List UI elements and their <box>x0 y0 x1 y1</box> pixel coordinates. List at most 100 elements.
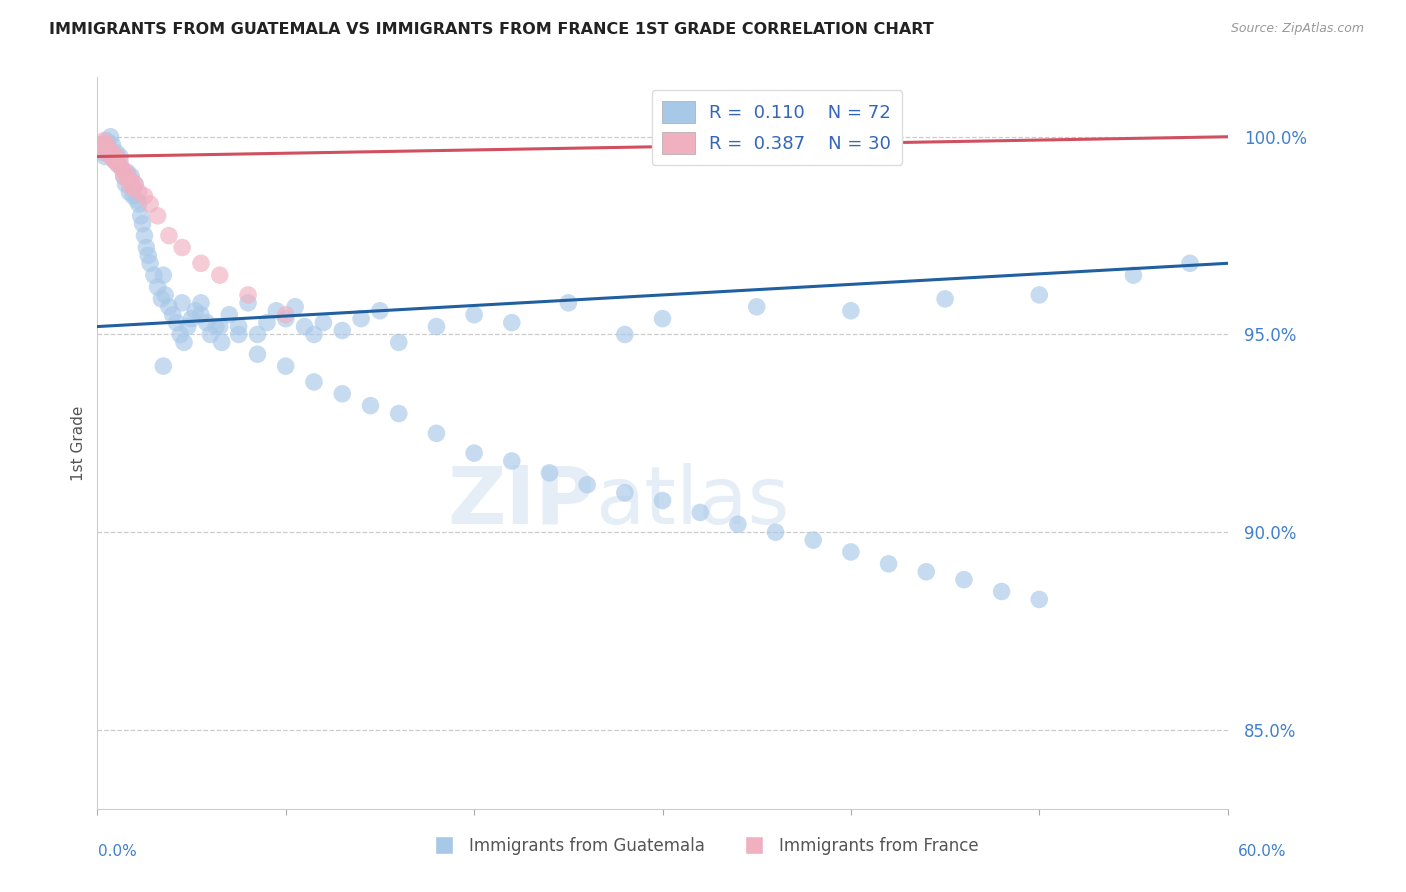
Text: 0.0%: 0.0% <box>98 845 138 859</box>
Point <box>501 316 523 330</box>
Point <box>350 311 373 326</box>
Point <box>302 375 325 389</box>
Point <box>576 477 599 491</box>
Point <box>166 316 188 330</box>
Point <box>108 153 131 168</box>
Point <box>150 292 173 306</box>
Point <box>284 300 307 314</box>
Text: 60.0%: 60.0% <box>1239 845 1286 859</box>
Point <box>195 316 218 330</box>
Point <box>107 157 129 171</box>
Point <box>105 145 128 160</box>
Point <box>111 161 134 176</box>
Point <box>153 288 176 302</box>
Point <box>103 153 125 168</box>
Point <box>142 268 165 282</box>
Point <box>953 573 976 587</box>
Point <box>877 557 900 571</box>
Point <box>152 359 174 373</box>
Point <box>100 129 122 144</box>
Point <box>97 142 120 156</box>
Point <box>89 142 111 156</box>
Point <box>990 584 1012 599</box>
Point <box>122 189 145 203</box>
Point <box>124 178 146 192</box>
Point <box>1178 256 1201 270</box>
Point <box>91 145 114 160</box>
Point <box>745 300 768 314</box>
Point <box>177 319 200 334</box>
Point <box>157 228 180 243</box>
Point <box>839 303 862 318</box>
Point <box>246 347 269 361</box>
Point <box>118 185 141 199</box>
Point <box>157 300 180 314</box>
Point <box>801 533 824 547</box>
Legend: Immigrants from Guatemala, Immigrants from France: Immigrants from Guatemala, Immigrants fr… <box>420 830 986 862</box>
Point <box>388 335 411 350</box>
Point <box>765 525 787 540</box>
Y-axis label: 1st Grade: 1st Grade <box>72 406 86 481</box>
Point <box>129 209 152 223</box>
Point <box>1028 288 1050 302</box>
Point <box>101 145 124 160</box>
Point <box>557 296 579 310</box>
Point <box>162 308 184 322</box>
Point <box>103 153 125 168</box>
Point <box>120 173 142 187</box>
Point <box>934 292 956 306</box>
Point <box>169 327 191 342</box>
Point <box>128 185 150 199</box>
Point <box>124 178 146 192</box>
Point <box>135 240 157 254</box>
Point <box>107 157 129 171</box>
Point <box>228 327 250 342</box>
Point <box>108 149 131 163</box>
Point <box>425 319 447 334</box>
Point <box>105 149 128 163</box>
Point <box>94 149 117 163</box>
Point <box>190 308 212 322</box>
Point <box>152 268 174 282</box>
Point <box>117 169 139 184</box>
Point <box>125 193 148 207</box>
Point <box>651 311 673 326</box>
Point <box>134 189 156 203</box>
Point <box>190 256 212 270</box>
Point <box>651 493 673 508</box>
Point <box>368 303 391 318</box>
Point <box>134 228 156 243</box>
Point <box>180 311 202 326</box>
Text: Source: ZipAtlas.com: Source: ZipAtlas.com <box>1230 22 1364 36</box>
Point <box>1028 592 1050 607</box>
Point <box>463 446 485 460</box>
Point <box>463 308 485 322</box>
Point <box>294 319 316 334</box>
Point <box>120 169 142 184</box>
Point <box>184 303 207 318</box>
Point <box>360 399 382 413</box>
Point <box>128 197 150 211</box>
Point <box>146 280 169 294</box>
Point <box>256 316 278 330</box>
Point <box>236 296 259 310</box>
Point <box>136 248 159 262</box>
Point <box>613 485 636 500</box>
Point <box>236 288 259 302</box>
Text: ZIP: ZIP <box>447 463 595 541</box>
Point <box>139 197 162 211</box>
Point <box>839 545 862 559</box>
Point <box>94 145 117 160</box>
Legend: R =  0.110    N = 72, R =  0.387    N = 30: R = 0.110 N = 72, R = 0.387 N = 30 <box>651 90 903 165</box>
Point <box>208 319 231 334</box>
Point <box>96 134 118 148</box>
Point <box>91 137 114 152</box>
Point <box>613 327 636 342</box>
Point <box>274 311 297 326</box>
Point <box>312 316 335 330</box>
Point <box>112 169 135 184</box>
Point <box>689 505 711 519</box>
Point <box>101 137 124 152</box>
Point <box>122 181 145 195</box>
Point <box>218 308 240 322</box>
